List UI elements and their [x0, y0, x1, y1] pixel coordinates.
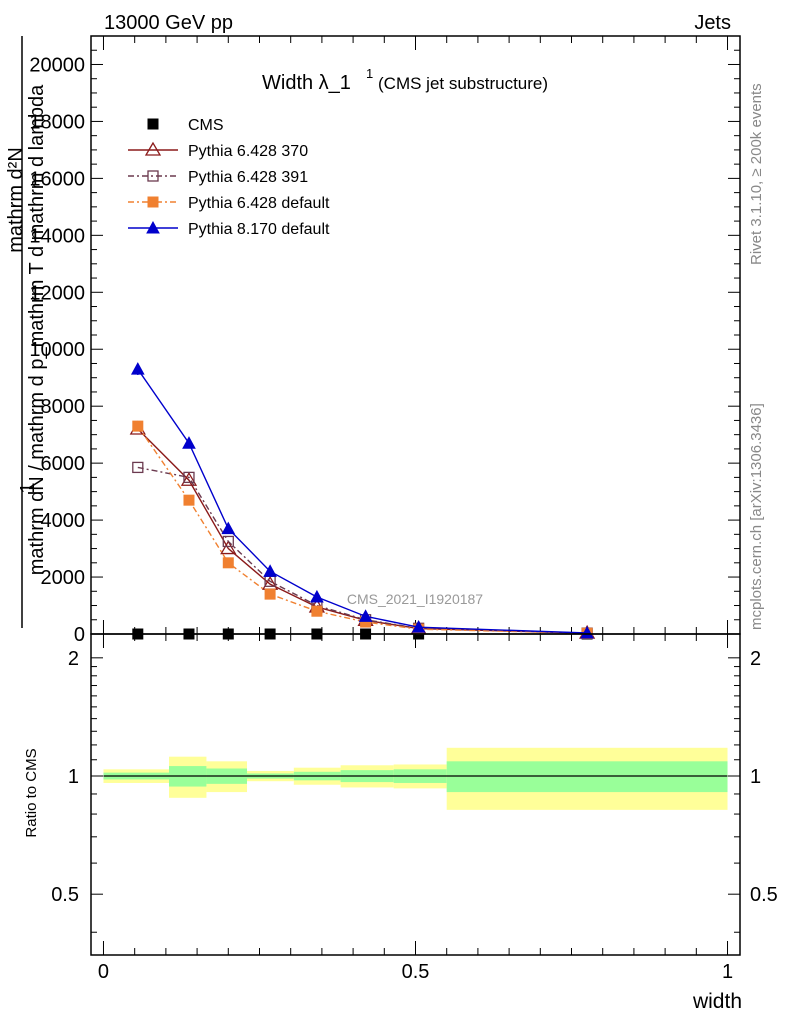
data-point-p8def: [358, 609, 373, 622]
legend-marker: [146, 220, 160, 234]
legend-item-p8def: Pythia 8.170 default: [128, 220, 330, 238]
ratio-panel: 0.5 0.51 12 2 0 0.5 1 Ratio to CMS width: [23, 633, 778, 1013]
ratio-y-tick-label-right: 1: [750, 766, 761, 788]
main-y-tick-label: 6000: [41, 453, 86, 475]
chart-title-superscript: 1: [366, 66, 373, 81]
ratio-x-tick-labels: 0 0.5 1: [98, 961, 733, 983]
ratio-y-tick-labels: 0.5 0.5 1 1 2 2: [51, 648, 778, 906]
series-line-p8def: [137, 368, 588, 634]
legend-item-cms: CMS: [147, 117, 224, 134]
chart-title: Width λ_1 1 (CMS jet substructure): [262, 66, 548, 94]
legend-label: CMS: [188, 117, 224, 134]
header-energy-label: 13000 GeV pp: [104, 12, 233, 34]
legend-item-p391: Pythia 6.428 391: [128, 169, 308, 186]
main-y-tick-label: 12000: [29, 282, 85, 304]
x-tick-label: 0: [98, 961, 109, 983]
main-y-tick-label: 18000: [29, 111, 85, 133]
data-point-p8def: [263, 564, 277, 577]
ratio-y-axis-title: Ratio to CMS: [23, 748, 40, 837]
legend-marker: [147, 118, 159, 130]
rivet-label: Rivet 3.1.10, ≥ 200k events: [748, 83, 765, 265]
main-y-tick-label: 14000: [29, 225, 85, 247]
legend-item-p370: Pythia 6.428 370: [128, 141, 308, 160]
data-point-p8def: [130, 362, 145, 375]
legend-label: Pythia 8.170 default: [188, 221, 330, 238]
data-point-p6def: [311, 605, 323, 617]
main-y-tick-label: 0: [74, 624, 85, 646]
data-point-p8def: [221, 521, 236, 535]
data-point-p6def: [183, 494, 195, 506]
x-tick-label: 1: [722, 961, 733, 983]
series-line-p370: [137, 428, 588, 634]
series-p8def: [130, 362, 594, 639]
data-point-p391: [132, 461, 144, 474]
x-tick-label: 0.5: [402, 961, 430, 983]
legend-marker: [147, 170, 159, 182]
data-point-p370: [220, 540, 237, 555]
chart-title-sub: (CMS jet substructure): [378, 74, 548, 93]
data-point-p391: [183, 471, 195, 484]
data-point-p8def: [182, 436, 196, 449]
main-y-axis-title: 1 mathrm dN / mathrm d p_mathrm T d math…: [5, 36, 48, 628]
main-y-tick-label: 2000: [41, 567, 86, 589]
ratio-band-inner: [446, 761, 728, 793]
main-axis-ticks: [91, 36, 740, 635]
ratio-y-tick-label-right: 2: [750, 648, 761, 670]
ratio-axis-ticks: [91, 634, 740, 955]
data-point-p6def: [132, 420, 144, 432]
data-point-p8def: [580, 625, 594, 639]
main-y-tick-label: 16000: [29, 168, 85, 190]
ratio-y-tick-label: 1: [68, 766, 79, 788]
mcplots-label: mcplots.cern.ch [arXiv:1306.3436]: [748, 403, 765, 630]
main-y-tick-label: 8000: [41, 396, 86, 418]
series-line-p391: [137, 466, 588, 634]
ratio-y-tick-label-right: 0.5: [750, 884, 778, 906]
legend-label: Pythia 6.428 391: [188, 169, 308, 186]
data-point-p8def: [411, 620, 426, 633]
legend-label: Pythia 6.428 370: [188, 143, 308, 160]
ratio-y-tick-label: 2: [68, 648, 79, 670]
data-point-p391: [222, 535, 234, 548]
y-title-line-1: 1: [17, 482, 39, 493]
legend: CMS Pythia 6.428 370 Pythia 6.428 391 Pythi…: [128, 117, 330, 238]
analysis-label: CMS_2021_I1920187: [347, 591, 483, 607]
chart-title-main: Width λ_1: [262, 72, 351, 94]
main-y-tick-labels: 0 2000 4000 6000 8000 10000 12000 14000 16000 180…: [29, 54, 85, 646]
ratio-frame: [90, 633, 741, 956]
series-p391: [132, 461, 593, 639]
main-y-tick-label: 20000: [29, 54, 85, 76]
y-title-line-3: mathrm d²N: [5, 147, 27, 253]
series-line-p6def: [137, 425, 588, 634]
main-y-tick-label: 4000: [41, 510, 86, 532]
data-point-p6def: [222, 557, 234, 569]
legend-marker: [147, 196, 159, 208]
legend-marker: [144, 141, 162, 156]
ratio-bands: [103, 747, 728, 810]
data-point-p370: [180, 471, 198, 486]
header-process-label: Jets: [694, 12, 731, 34]
legend-item-p6def: Pythia 6.428 default: [128, 195, 330, 212]
data-point-p6def: [264, 588, 276, 600]
y-title-line-2: mathrm dN / mathrm d p_mathrm T d mathrm…: [26, 84, 48, 575]
ratio-y-tick-label: 0.5: [51, 884, 79, 906]
data-point-p8def: [310, 589, 324, 603]
legend-label: Pythia 6.428 default: [188, 195, 330, 212]
main-y-tick-label: 10000: [29, 339, 85, 361]
x-axis-title: width: [692, 990, 742, 1013]
main-panel: 0 2000 4000 6000 8000 10000 12000 14000 16000 180…: [5, 35, 741, 646]
